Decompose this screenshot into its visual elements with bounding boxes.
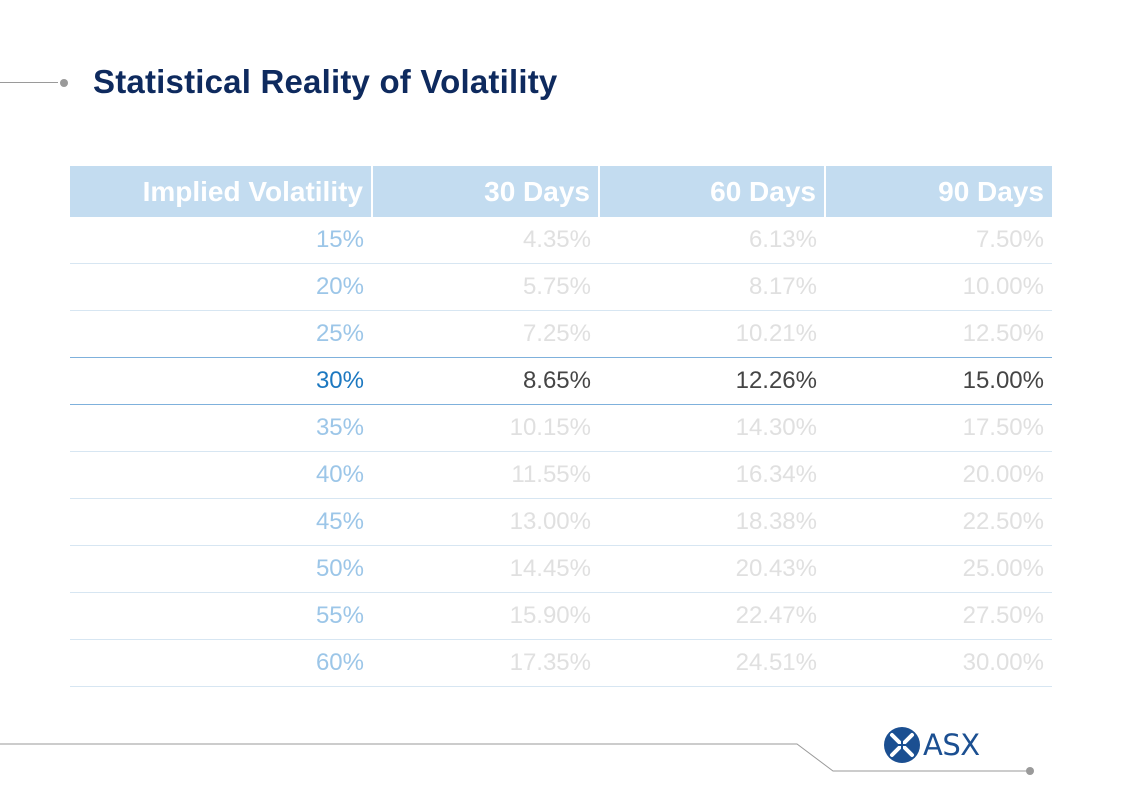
footer-bullet-dot [1026, 767, 1034, 775]
days-90-cell: 15.00% [825, 357, 1052, 405]
implied-volatility-cell: 30% [70, 357, 372, 405]
days-30-cell: 11.55% [372, 451, 599, 499]
table-row: 25% 7.25% 10.21% 12.50% [70, 310, 1052, 358]
days-30-cell: 5.75% [372, 263, 599, 311]
table-body: 15% 4.35% 6.13% 7.50% 20% 5.75% 8.17% 10.00% 25%… [70, 217, 1052, 687]
days-60-cell: 18.38% [599, 498, 825, 546]
days-30-cell: 17.35% [372, 639, 599, 687]
table-row: 60% 17.35% 24.51% 30.00% [70, 639, 1052, 687]
days-30-cell: 13.00% [372, 498, 599, 546]
days-30-cell: 8.65% [372, 357, 599, 405]
table-row: 20% 5.75% 8.17% 10.00% [70, 263, 1052, 311]
days-60-cell: 6.13% [599, 217, 825, 264]
table-row: 15% 4.35% 6.13% 7.50% [70, 217, 1052, 264]
table-row: 35% 10.15% 14.30% 17.50% [70, 404, 1052, 452]
table-row: 55% 15.90% 22.47% 27.50% [70, 592, 1052, 640]
table-header-row: Implied Volatility 30 Days 60 Days 90 Da… [70, 166, 1052, 217]
days-90-cell: 10.00% [825, 263, 1052, 311]
days-90-cell: 17.50% [825, 404, 1052, 452]
days-60-cell: 8.17% [599, 263, 825, 311]
implied-volatility-cell: 35% [70, 404, 372, 452]
header-30-days: 30 Days [372, 166, 600, 217]
days-60-cell: 10.21% [599, 310, 825, 358]
table-row: 50% 14.45% 20.43% 25.00% [70, 545, 1052, 593]
implied-volatility-cell: 50% [70, 545, 372, 593]
days-60-cell: 22.47% [599, 592, 825, 640]
days-90-cell: 20.00% [825, 451, 1052, 499]
days-60-cell: 16.34% [599, 451, 825, 499]
title-bullet-dot [60, 79, 68, 87]
asx-logo-icon [884, 727, 920, 763]
header-60-days: 60 Days [599, 166, 826, 217]
implied-volatility-cell: 40% [70, 451, 372, 499]
asx-logo: ASX [884, 727, 980, 763]
days-90-cell: 7.50% [825, 217, 1052, 264]
table-row: 40% 11.55% 16.34% 20.00% [70, 451, 1052, 499]
implied-volatility-cell: 20% [70, 263, 372, 311]
days-90-cell: 30.00% [825, 639, 1052, 687]
days-30-cell: 10.15% [372, 404, 599, 452]
days-60-cell: 14.30% [599, 404, 825, 452]
days-90-cell: 25.00% [825, 545, 1052, 593]
days-90-cell: 22.50% [825, 498, 1052, 546]
days-30-cell: 15.90% [372, 592, 599, 640]
days-90-cell: 27.50% [825, 592, 1052, 640]
days-30-cell: 14.45% [372, 545, 599, 593]
implied-volatility-cell: 60% [70, 639, 372, 687]
asx-logo-text: ASX [923, 728, 980, 762]
implied-volatility-cell: 15% [70, 217, 372, 264]
implied-volatility-cell: 45% [70, 498, 372, 546]
header-implied-volatility: Implied Volatility [70, 166, 373, 217]
days-90-cell: 12.50% [825, 310, 1052, 358]
volatility-table-container: Implied Volatility 30 Days 60 Days 90 Da… [70, 166, 1052, 687]
title-rule [0, 82, 58, 83]
header-90-days: 90 Days [825, 166, 1052, 217]
volatility-table: Implied Volatility 30 Days 60 Days 90 Da… [70, 166, 1052, 687]
days-30-cell: 7.25% [372, 310, 599, 358]
days-60-cell: 20.43% [599, 545, 825, 593]
implied-volatility-cell: 55% [70, 592, 372, 640]
slide-title: Statistical Reality of Volatility [93, 63, 558, 100]
days-60-cell: 24.51% [599, 639, 825, 687]
days-60-cell: 12.26% [599, 357, 825, 405]
implied-volatility-cell: 25% [70, 310, 372, 358]
footer-line [0, 743, 1034, 775]
table-row: 30% 8.65% 12.26% 15.00% [70, 357, 1052, 405]
days-30-cell: 4.35% [372, 217, 599, 264]
table-row: 45% 13.00% 18.38% 22.50% [70, 498, 1052, 546]
